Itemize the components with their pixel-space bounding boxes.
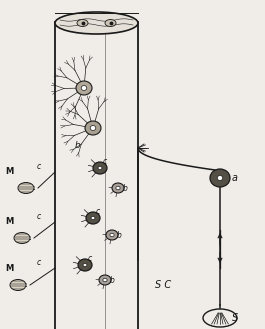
Text: c: c bbox=[37, 212, 41, 221]
Text: M: M bbox=[5, 217, 13, 226]
Ellipse shape bbox=[103, 278, 107, 282]
Ellipse shape bbox=[98, 166, 102, 170]
Ellipse shape bbox=[217, 176, 223, 181]
Ellipse shape bbox=[78, 259, 92, 271]
Text: c: c bbox=[88, 254, 92, 263]
Ellipse shape bbox=[18, 183, 34, 193]
Text: a: a bbox=[232, 173, 238, 183]
Ellipse shape bbox=[105, 19, 116, 27]
Text: b: b bbox=[75, 141, 81, 150]
Ellipse shape bbox=[76, 81, 92, 95]
Ellipse shape bbox=[203, 309, 237, 327]
Ellipse shape bbox=[77, 19, 88, 27]
Text: b: b bbox=[123, 184, 128, 193]
Ellipse shape bbox=[110, 233, 114, 237]
Text: b: b bbox=[117, 231, 122, 240]
Text: M: M bbox=[5, 264, 13, 273]
Text: S: S bbox=[232, 313, 238, 323]
Ellipse shape bbox=[106, 230, 118, 240]
Text: c: c bbox=[37, 162, 41, 171]
Ellipse shape bbox=[86, 212, 100, 224]
Ellipse shape bbox=[91, 216, 95, 220]
Ellipse shape bbox=[116, 186, 120, 190]
Text: c: c bbox=[103, 157, 107, 166]
Text: b: b bbox=[110, 276, 115, 285]
Text: c: c bbox=[96, 207, 100, 216]
Text: S C: S C bbox=[155, 280, 171, 290]
Text: c: c bbox=[37, 258, 41, 267]
Ellipse shape bbox=[83, 263, 87, 266]
Ellipse shape bbox=[14, 233, 30, 243]
Ellipse shape bbox=[10, 280, 26, 291]
Text: M: M bbox=[5, 167, 13, 176]
Ellipse shape bbox=[81, 86, 87, 90]
Ellipse shape bbox=[210, 169, 230, 187]
Ellipse shape bbox=[90, 126, 96, 131]
Ellipse shape bbox=[93, 162, 107, 174]
Ellipse shape bbox=[112, 183, 124, 193]
Ellipse shape bbox=[99, 275, 111, 285]
Ellipse shape bbox=[55, 12, 138, 34]
Ellipse shape bbox=[85, 121, 101, 135]
